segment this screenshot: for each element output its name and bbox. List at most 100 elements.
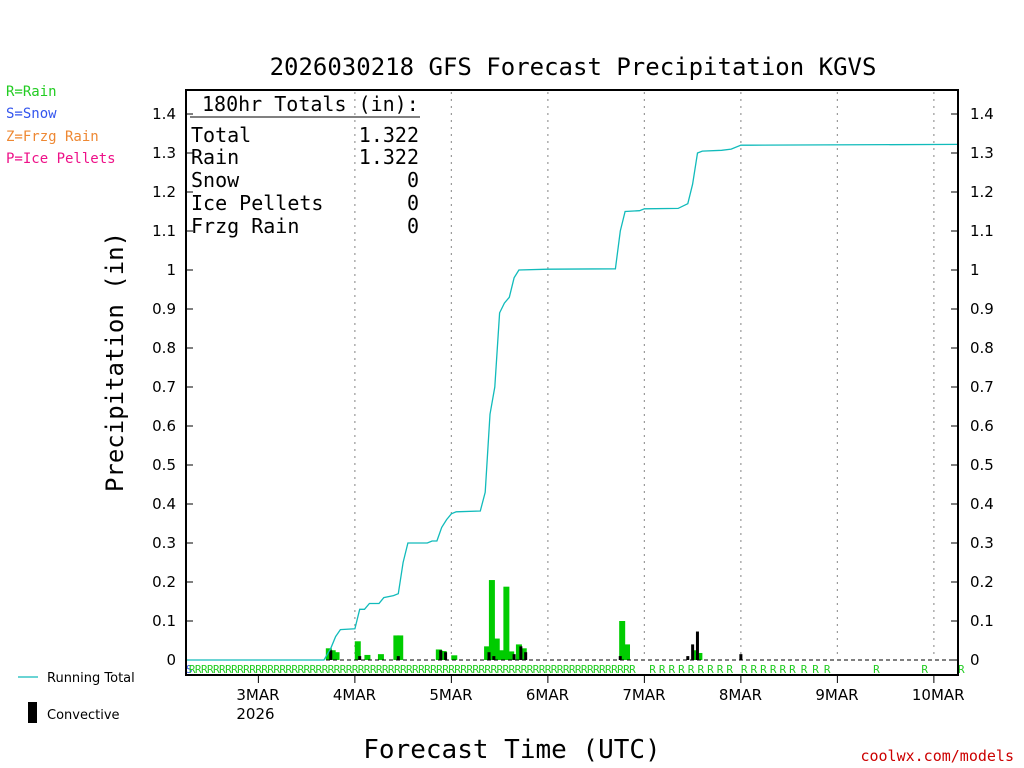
y-tick-label-left: 0.2 [152, 573, 176, 591]
rain-bar [435, 649, 442, 660]
y-tick-label-left: 0.7 [152, 378, 176, 396]
convective-bar [492, 656, 496, 660]
y-tick-label-left: 0.3 [152, 534, 176, 552]
ptype-rain-mark: R [279, 663, 286, 676]
ptype-rain-mark: R [707, 663, 714, 676]
rain-bar [440, 651, 447, 660]
ptype-rain-mark: R [484, 663, 491, 676]
rain-bar [520, 648, 527, 660]
ptype-rain-mark: R [617, 663, 624, 676]
ptype-rain-mark: R [219, 663, 226, 676]
convective-bar [329, 650, 333, 660]
rain-bar [498, 650, 505, 660]
ptype-rain-mark: R [717, 663, 724, 676]
ptype-rain-mark: R [237, 663, 244, 676]
y-tick-label-right: 0.6 [970, 417, 994, 435]
ptype-rain-mark: R [195, 663, 202, 676]
credit-text: coolwx.com/models [860, 747, 1014, 765]
convective-bars [329, 631, 743, 660]
ptype-rain-mark: R [659, 663, 666, 676]
ptype-rain-mark: R [496, 663, 503, 676]
y-tick-label-left: 0.5 [152, 456, 176, 474]
ptype-rain-mark: R [370, 663, 377, 676]
x-tick-label: 8MAR [719, 686, 762, 704]
y-tick-label-right: 0.4 [970, 495, 994, 513]
ptype-rain-mark: R [551, 663, 558, 676]
convective-bar [695, 631, 699, 660]
ptype-rain-mark: R [527, 663, 534, 676]
rain-bar [333, 652, 340, 660]
ptype-rain-mark: R [430, 663, 437, 676]
legend-snow: S=Snow [6, 106, 57, 122]
running-total-legend-label: Running Total [47, 671, 135, 686]
chart-title: 2026030218 GFS Forecast Precipitation KG… [270, 53, 877, 81]
y-axis-title: Precipitation (in) [101, 232, 129, 492]
rain-bars [325, 580, 703, 660]
convective-bar [512, 654, 516, 660]
totals-ice-label: Ice Pellets [191, 191, 323, 215]
ptype-rain-mark: R [322, 663, 329, 676]
convective-bar [487, 652, 491, 660]
ptype-rain-mark: R [593, 663, 600, 676]
convective-bar [618, 656, 622, 660]
rain-bar [503, 586, 510, 660]
y-tick-label-left: 0.9 [152, 300, 176, 318]
ptype-rain-mark: R [557, 663, 564, 676]
ptype-rain-mark: R [812, 663, 819, 676]
y-tick-label-right: 1 [970, 261, 980, 279]
y-tick-label-right: 1.1 [970, 222, 994, 240]
ptype-rain-mark: R [424, 663, 431, 676]
ptype-rain-mark: R [418, 663, 425, 676]
convective-bar [444, 652, 448, 660]
y-tick-label-right: 1.4 [970, 105, 994, 123]
ptype-rain-mark: R [490, 663, 497, 676]
y-tick-label-left: 1.3 [152, 144, 176, 162]
x-tick-sublabel: 2026 [236, 705, 274, 723]
ptype-rain-mark: R [569, 663, 576, 676]
totals-header: 180hr Totals (in): [202, 92, 419, 116]
y-tick-label-left: 0.8 [152, 339, 176, 357]
totals-frzg-label: Frzg Rain [191, 214, 299, 238]
ptype-rain-mark: R [545, 663, 552, 676]
convective-bar [358, 656, 362, 660]
ptype-rain-mark: R [921, 663, 928, 676]
ptype-rain-mark: R [741, 663, 748, 676]
ptype-rain-mark: R [364, 663, 371, 676]
legend-rain: R=Rain [6, 84, 57, 100]
ptype-rain-mark: R [394, 663, 401, 676]
x-tick-label: 9MAR [815, 686, 858, 704]
totals-frzg-value: 0 [407, 214, 419, 238]
ptype-rain-mark: R [261, 663, 268, 676]
convective-bar [691, 644, 695, 660]
ptype-rain-mark: R [478, 663, 485, 676]
ptype-rain-mark: R [760, 663, 767, 676]
convective-bar [739, 654, 743, 660]
ptype-rain-mark: R [669, 663, 676, 676]
legend-freezing-rain: Z=Frzg Rain [6, 129, 99, 145]
ptype-rain-mark: R [466, 663, 473, 676]
rain-bar [493, 638, 500, 660]
ptype-rain-mark: R [521, 663, 528, 676]
convective-bar [439, 650, 443, 660]
x-tick-label: 4MAR [333, 686, 376, 704]
ptype-rain-mark: R [225, 663, 232, 676]
ptype-rain-mark: R [563, 663, 570, 676]
rain-bar [619, 621, 626, 660]
y-tick-label-left: 0.6 [152, 417, 176, 435]
ptype-rain-mark: R [472, 663, 479, 676]
rain-bar [484, 646, 491, 660]
y-tick-label-right: 1.3 [970, 144, 994, 162]
ptype-legend: R=Rain S=Snow Z=Frzg Rain P=Ice Pellets [6, 84, 116, 167]
ptype-rain-mark: R [789, 663, 796, 676]
ptype-rain-mark: R [328, 663, 335, 676]
ptype-rain-mark: R [213, 663, 220, 676]
ptype-rain-mark: R [316, 663, 323, 676]
convective-bar [524, 652, 528, 660]
ptype-rain-mark: R [207, 663, 214, 676]
ptype-snow-mark: S [186, 663, 193, 676]
ptype-rain-mark: R [273, 663, 280, 676]
ptype-rain-mark: R [515, 663, 522, 676]
rain-bar [696, 652, 703, 660]
ptype-row: SR R R R R R R R R R R R R R R R R R R R R R R R R R R R R R R R R R R R R R R… [186, 663, 965, 676]
